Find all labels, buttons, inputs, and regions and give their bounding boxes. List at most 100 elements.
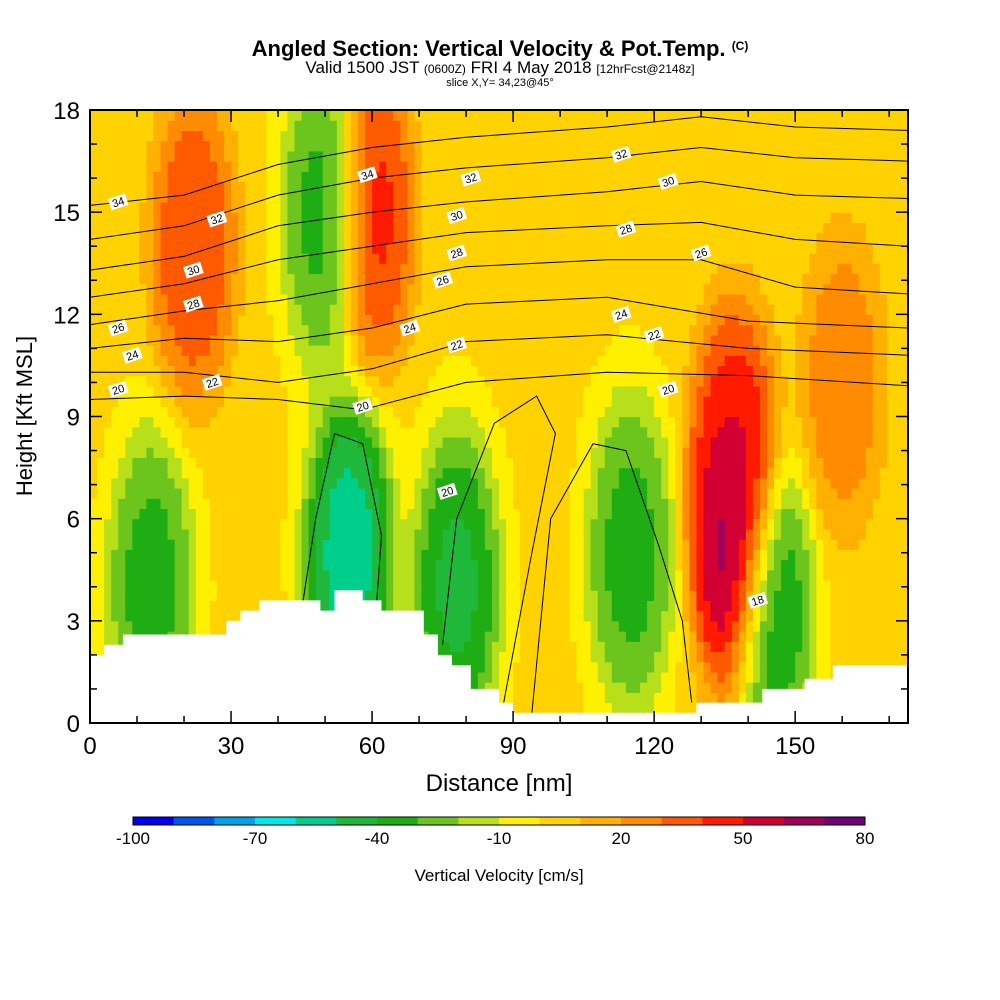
velocity-cell — [456, 283, 465, 295]
velocity-cell — [111, 457, 119, 469]
velocity-cell — [893, 324, 902, 336]
velocity-cell — [632, 488, 641, 499]
velocity-cell — [640, 396, 648, 407]
velocity-cell — [90, 283, 98, 295]
velocity-cell — [90, 579, 98, 591]
velocity-cell — [886, 293, 895, 305]
velocity-cell — [125, 488, 133, 499]
velocity-cell — [682, 692, 690, 704]
velocity-cell — [435, 518, 444, 530]
velocity-cell — [738, 436, 747, 448]
velocity-cell — [781, 579, 789, 591]
velocity-cell — [583, 283, 592, 295]
velocity-cell — [336, 488, 345, 499]
velocity-cell — [534, 436, 542, 448]
velocity-cell — [111, 304, 119, 315]
velocity-cell — [710, 324, 719, 336]
velocity-cell — [774, 365, 782, 377]
velocity-cell — [372, 304, 380, 315]
velocity-cell — [90, 396, 98, 407]
velocity-cell — [766, 477, 775, 489]
velocity-cell — [774, 631, 782, 642]
velocity-cell — [407, 365, 415, 377]
velocity-cell — [506, 396, 514, 407]
velocity-cell — [576, 569, 585, 581]
velocity-cell — [802, 590, 810, 601]
velocity-cell — [844, 590, 853, 601]
velocity-cell — [428, 365, 437, 377]
velocity-cell — [816, 375, 824, 387]
velocity-cell — [393, 488, 401, 499]
velocity-cell — [280, 324, 289, 336]
velocity-cell — [647, 610, 655, 622]
velocity-cell — [174, 457, 183, 469]
velocity-cell — [548, 488, 557, 499]
velocity-cell — [414, 436, 423, 448]
velocity-cell — [132, 304, 140, 315]
velocity-cell — [886, 447, 895, 458]
velocity-cell — [407, 467, 415, 479]
velocity-cell — [816, 498, 824, 510]
velocity-cell — [625, 324, 634, 336]
velocity-cell — [809, 488, 817, 499]
velocity-cell — [195, 590, 204, 601]
velocity-cell — [365, 304, 373, 315]
velocity-cell — [766, 467, 775, 479]
velocity-cell — [287, 579, 296, 591]
velocity-cell — [872, 355, 881, 367]
velocity-cell — [209, 355, 218, 367]
velocity-cell — [118, 600, 126, 612]
velocity-cell — [442, 447, 451, 458]
velocity-cell — [104, 457, 112, 469]
velocity-cell — [223, 324, 232, 336]
velocity-cell — [463, 334, 472, 346]
velocity-cell — [830, 518, 839, 530]
velocity-cell — [569, 457, 578, 469]
velocity-cell — [900, 498, 908, 510]
velocity-cell — [90, 528, 98, 540]
velocity-cell — [90, 385, 98, 397]
velocity-cell — [893, 426, 902, 438]
velocity-cell — [618, 579, 627, 591]
velocity-cell — [407, 549, 415, 561]
velocity-cell — [146, 498, 155, 510]
velocity-cell — [308, 447, 317, 458]
velocity-cell — [738, 416, 747, 428]
velocity-cell — [463, 426, 472, 438]
velocity-cell — [491, 447, 500, 458]
velocity-cell — [118, 406, 126, 418]
velocity-cell — [809, 447, 817, 458]
velocity-cell — [231, 457, 239, 469]
velocity-cell — [710, 682, 719, 693]
velocity-cell — [682, 396, 690, 407]
velocity-cell — [590, 344, 599, 356]
velocity-cell — [259, 344, 267, 356]
velocity-cell — [336, 539, 345, 550]
velocity-cell — [597, 682, 606, 693]
velocity-cell — [675, 651, 683, 663]
velocity-cell — [774, 314, 782, 326]
velocity-cell — [414, 569, 423, 581]
velocity-cell — [689, 436, 698, 448]
velocity-cell — [456, 651, 465, 663]
velocity-cell — [181, 283, 190, 295]
velocity-cell — [632, 528, 641, 540]
velocity-cell — [576, 314, 585, 326]
velocity-cell — [569, 590, 578, 601]
velocity-cell — [689, 447, 698, 458]
velocity-cell — [90, 600, 98, 612]
velocity-cell — [661, 518, 669, 530]
velocity-cell — [583, 457, 592, 469]
velocity-cell — [837, 436, 846, 448]
velocity-cell — [844, 641, 853, 653]
velocity-cell — [428, 426, 437, 438]
velocity-cell — [400, 579, 408, 591]
velocity-cell — [865, 610, 874, 622]
velocity-cell — [132, 508, 140, 520]
velocity-cell — [865, 293, 874, 305]
velocity-cell — [449, 314, 458, 326]
velocity-cell — [879, 590, 888, 601]
velocity-cell — [266, 579, 274, 591]
velocity-cell — [365, 447, 373, 458]
velocity-cell — [484, 682, 493, 693]
